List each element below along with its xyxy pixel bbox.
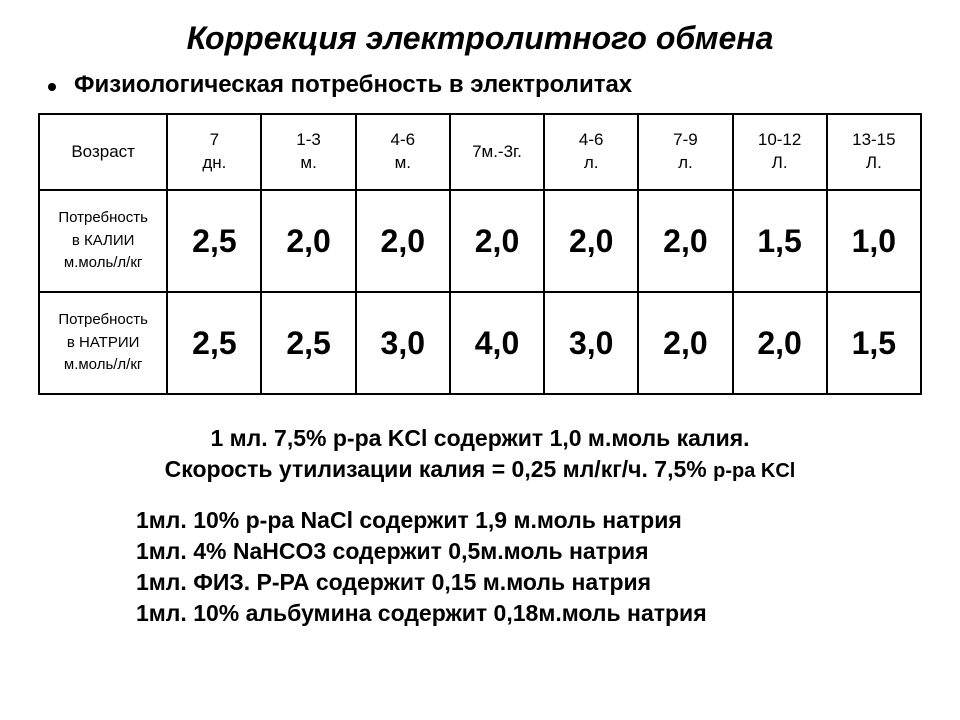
cell: 1,5 [733,190,827,292]
cell: 2,0 [638,190,732,292]
header-col: 13-15Л. [827,114,921,190]
header-col: 7м.-3г. [450,114,544,190]
subtitle-text: Физиологическая потребность в электролит… [74,71,632,99]
cell: 2,0 [450,190,544,292]
header-col: 4-6м. [356,114,450,190]
header-col: 4-6л. [544,114,638,190]
row-label-sodium: Потребность в НАТРИИ м.моль/л/кг [39,292,167,394]
bullet-icon [48,83,56,91]
list-item: 1мл. 10% р-ра NaCl содержит 1,9 м.моль н… [136,505,922,536]
sodium-notes: 1мл. 10% р-ра NaCl содержит 1,9 м.моль н… [136,505,922,629]
cell: 2,5 [167,190,261,292]
slide: Коррекция электролитного обмена Физиолог… [0,0,960,720]
table-header-row: Возраст 7дн. 1-3м. 4-6м. 7м.-3г. 4-6л. 7… [39,114,921,190]
kcl-note-line2: Скорость утилизации калия = 0,25 мл/кг/ч… [38,454,922,485]
table-row: Потребность в КАЛИИ м.моль/л/кг 2,5 2,0 … [39,190,921,292]
cell: 2,0 [356,190,450,292]
cell: 2,5 [261,292,355,394]
cell: 4,0 [450,292,544,394]
cell: 3,0 [356,292,450,394]
kcl-note-line1: 1 мл. 7,5% р-ра KCl содержит 1,0 м.моль … [38,423,922,454]
header-col: 7дн. [167,114,261,190]
subtitle-row: Физиологическая потребность в электролит… [48,71,922,99]
cell: 2,0 [733,292,827,394]
table-row: Потребность в НАТРИИ м.моль/л/кг 2,5 2,5… [39,292,921,394]
row-label-potassium: Потребность в КАЛИИ м.моль/л/кг [39,190,167,292]
list-item: 1мл. 10% альбумина содержит 0,18м.моль н… [136,598,922,629]
cell: 1,5 [827,292,921,394]
electrolyte-table: Возраст 7дн. 1-3м. 4-6м. 7м.-3г. 4-6л. 7… [38,113,922,395]
cell: 3,0 [544,292,638,394]
page-title: Коррекция электролитного обмена [38,20,922,57]
header-age: Возраст [39,114,167,190]
cell: 2,0 [544,190,638,292]
cell: 2,0 [261,190,355,292]
cell: 2,5 [167,292,261,394]
header-col: 7-9л. [638,114,732,190]
kcl-note: 1 мл. 7,5% р-ра KCl содержит 1,0 м.моль … [38,423,922,485]
list-item: 1мл. ФИЗ. Р-РА содержит 0,15 м.моль натр… [136,567,922,598]
cell: 2,0 [638,292,732,394]
cell: 1,0 [827,190,921,292]
header-col: 10-12Л. [733,114,827,190]
header-col: 1-3м. [261,114,355,190]
list-item: 1мл. 4% NaHCO3 содержит 0,5м.моль натрия [136,536,922,567]
